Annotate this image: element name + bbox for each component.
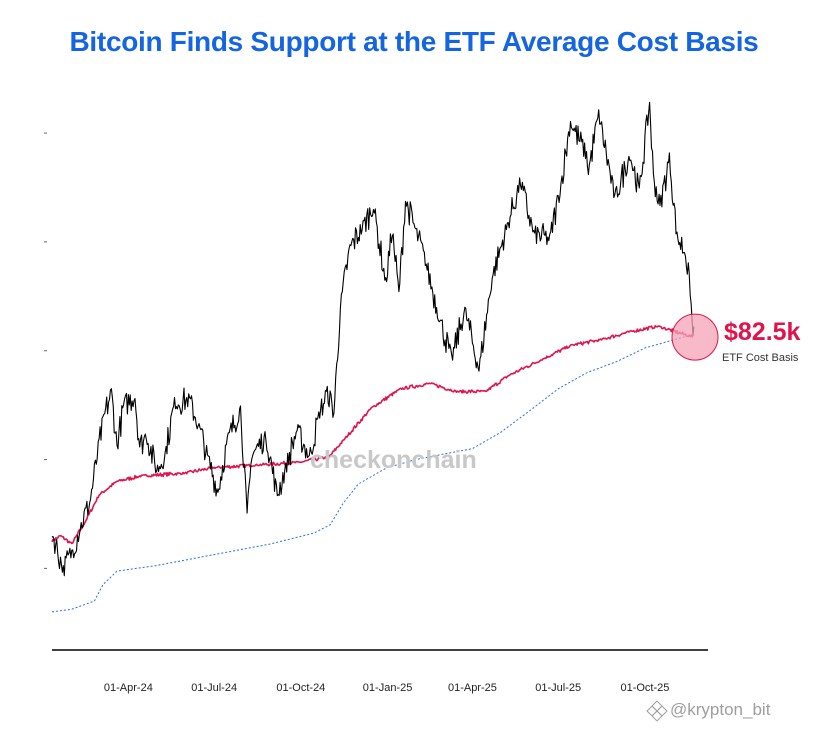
credit-handle: @krypton_bit [670, 700, 771, 719]
chart-title: Bitcoin Finds Support at the ETF Average… [69, 26, 759, 57]
watermark: checkonchain [310, 446, 477, 474]
credit: @krypton_bit [646, 700, 771, 722]
x-tick-label: 01-Oct-24 [276, 682, 325, 694]
x-tick-label: 01-Jul-24 [191, 682, 237, 694]
callout-label: ETF Cost Basis [722, 352, 799, 364]
price-marker-circle [671, 313, 719, 361]
dotted-reference-line [51, 333, 694, 613]
etf-cost-basis-line [51, 324, 694, 545]
series-layer [51, 101, 695, 613]
exchange-logo-icon [646, 700, 668, 722]
callout-value: $82.5k [724, 318, 801, 346]
x-tick-label: 01-Apr-24 [104, 682, 153, 694]
x-tick-label: 01-Jul-25 [535, 682, 581, 694]
x-tick-label: 01-Apr-25 [448, 682, 497, 694]
x-tick-label: 01-Jan-25 [363, 682, 413, 694]
y-axis-ticks [44, 132, 47, 569]
btc-price-line [51, 101, 695, 577]
x-tick-label: 01-Oct-25 [620, 682, 669, 694]
x-axis-tick-labels: 01-Apr-24 01-Jul-24 01-Oct-24 01-Jan-25 01-A… [104, 682, 669, 694]
